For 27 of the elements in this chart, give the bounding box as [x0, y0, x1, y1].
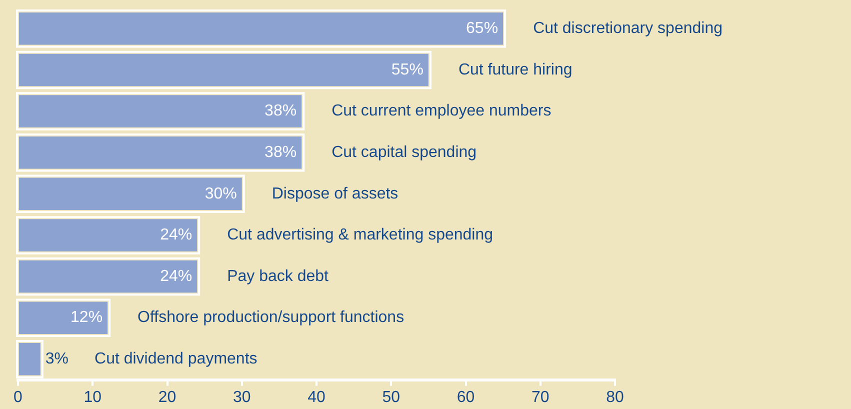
data-label: 12%	[70, 309, 103, 326]
x-tick-label: 80	[606, 388, 624, 406]
y-tick-label: Cut current employee numbers	[332, 102, 552, 120]
x-tick-label: 40	[308, 388, 326, 406]
x-tick-label: 50	[382, 388, 400, 406]
x-tick-label: 20	[158, 388, 176, 406]
x-tick-label: 10	[84, 388, 102, 406]
y-tick-label: Cut dividend payments	[94, 350, 258, 368]
data-label: 24%	[160, 268, 192, 285]
data-label: 55%	[391, 61, 424, 78]
data-label: 38%	[264, 144, 297, 161]
y-tick-label: Cut capital spending	[332, 144, 477, 161]
y-tick-label: Offshore production/support functions	[138, 309, 404, 326]
y-tick-label: Dispose of assets	[272, 185, 398, 202]
x-tick-label: 60	[456, 388, 475, 406]
data-label: 65%	[466, 20, 498, 38]
y-tick-label: Pay back debt	[227, 268, 330, 285]
data-label: 24%	[160, 226, 192, 244]
x-tick-label: 0	[14, 388, 23, 406]
x-tick-label: 70	[531, 388, 550, 406]
x-tick-label: 30	[232, 388, 251, 406]
y-tick-label: Cut discretionary spending	[533, 20, 722, 38]
y-tick-label: Cut advertising & marketing spending	[227, 226, 494, 244]
data-label: 38%	[264, 102, 297, 120]
data-label: 30%	[204, 185, 237, 202]
y-tick-label: Cut future hiring	[458, 61, 572, 78]
data-label: 3%	[45, 350, 69, 368]
